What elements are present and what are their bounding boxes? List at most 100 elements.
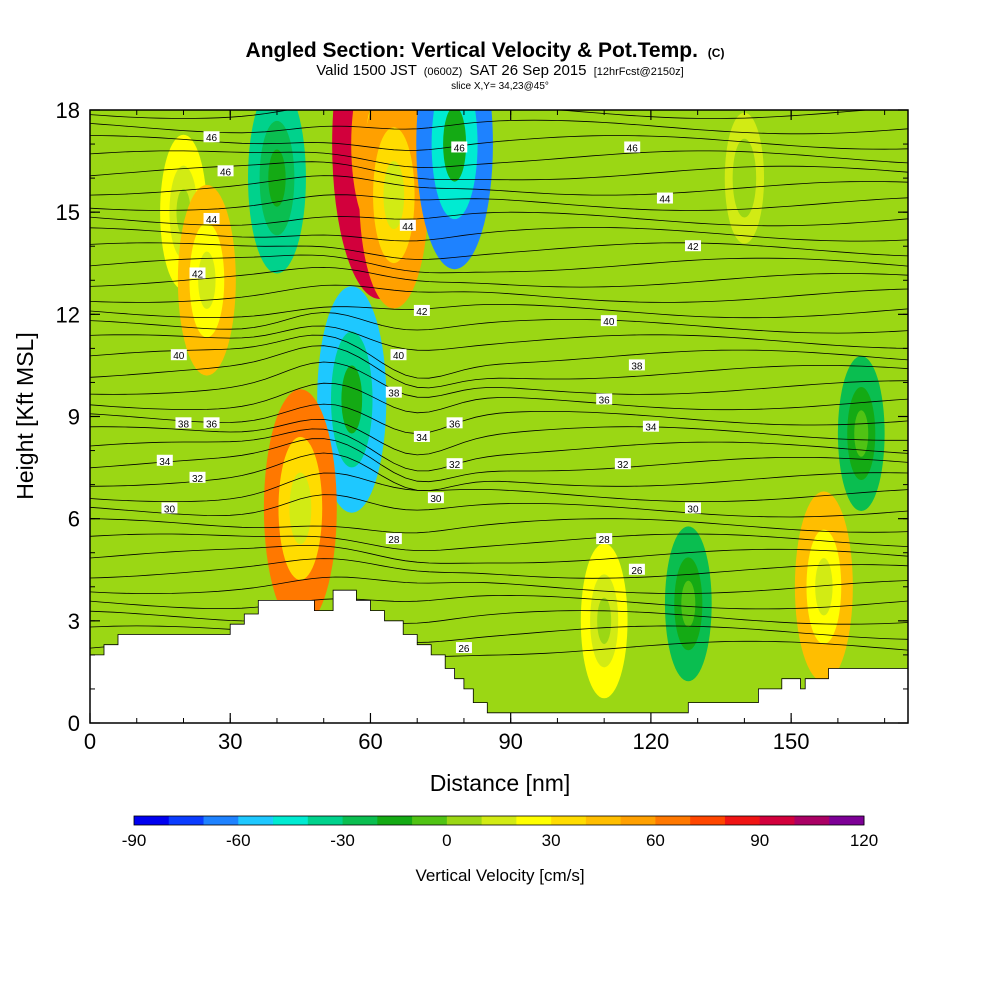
contour-label-text: 38	[178, 419, 190, 430]
x-tick-label: 90	[498, 729, 522, 754]
contour-label-text: 34	[416, 433, 428, 444]
contour-label-text: 38	[388, 389, 400, 400]
contour-label: 32	[189, 471, 206, 485]
colorbar-tick-label: 30	[542, 831, 561, 850]
contour-label: 32	[446, 458, 463, 471]
theta-contour	[90, 194, 908, 211]
theta-contour	[90, 533, 908, 551]
velocity-cell	[597, 597, 612, 645]
colorbar-swatch	[168, 816, 205, 825]
velocity-cell	[854, 410, 869, 457]
contour-label-text: 42	[192, 269, 204, 280]
colorbar-swatch	[377, 816, 413, 825]
y-tick-label: 15	[56, 200, 80, 225]
velocity-cell	[289, 472, 312, 545]
colorbar-swatch	[412, 816, 448, 825]
contour-label: 32	[614, 458, 631, 471]
contour-label: 44	[656, 192, 673, 206]
theta-contour	[90, 334, 908, 379]
colorbar-swatch	[794, 816, 830, 825]
theta-contour	[90, 325, 908, 351]
contour-label: 46	[217, 165, 234, 178]
y-tick-label: 3	[68, 609, 80, 634]
colorbar: -90 -60 -30 0 30 60 90 120	[122, 815, 878, 850]
contour-label: 44	[203, 212, 220, 226]
contour-label: 44	[399, 219, 416, 233]
contour-label: 40	[390, 349, 407, 362]
theta-contour	[90, 211, 908, 227]
contour-label-text: 26	[458, 644, 470, 655]
velocity-cell	[738, 158, 751, 198]
contour-label: 30	[427, 492, 444, 505]
x-axis: 0 30 60 90 120 150	[84, 110, 886, 754]
contour-label-text: 34	[645, 423, 657, 434]
contour-label: 36	[446, 417, 463, 430]
theta-contour	[90, 266, 908, 288]
slice-info: slice X,Y= 34,23@45°	[451, 81, 549, 92]
velocity-cell	[383, 161, 405, 230]
theta-contour	[90, 227, 908, 242]
contour-label: 40	[170, 349, 187, 362]
colorbar-tick-label: 60	[646, 831, 665, 850]
contour-label-text: 40	[173, 351, 185, 362]
colorbar-swatch	[481, 816, 517, 825]
potential-temperature-contours	[90, 110, 908, 657]
chart-subtitle: Valid 1500 JST (0600Z) SAT 26 Sep 2015 […	[316, 62, 683, 79]
y-tick-label: 0	[68, 711, 80, 736]
theta-contour	[90, 345, 908, 389]
contour-label-text: 32	[617, 460, 629, 471]
colorbar-swatch	[134, 816, 170, 825]
contour-label-text: 46	[627, 143, 639, 154]
colorbar-swatch	[342, 816, 378, 825]
chart-title-block: Angled Section: Vertical Velocity & Pot.…	[246, 39, 725, 92]
contour-label-text: 36	[206, 419, 218, 430]
theta-contour	[90, 594, 908, 610]
terrain-profile	[90, 589, 908, 723]
contour-label-text: 44	[659, 195, 671, 206]
theta-contour	[90, 438, 908, 483]
colorbar-label: Vertical Velocity [cm/s]	[415, 866, 584, 885]
theta-contour	[90, 403, 908, 435]
theta-contour	[90, 382, 908, 414]
contour-label: 46	[624, 141, 641, 154]
theta-contour	[90, 361, 908, 398]
contour-label: 42	[684, 240, 701, 253]
contour-label: 30	[684, 502, 701, 515]
contour-label-text: 44	[402, 222, 414, 233]
theta-contour	[90, 428, 908, 472]
theta-contour	[90, 452, 908, 492]
contour-label-text: 42	[687, 242, 699, 253]
contour-label: 34	[642, 420, 659, 434]
contour-label-text: 30	[687, 504, 699, 515]
theta-contour	[90, 254, 908, 274]
velocity-cell	[268, 149, 286, 207]
contour-label: 38	[385, 386, 402, 400]
contour-label: 28	[596, 533, 613, 546]
theta-contour	[90, 175, 908, 196]
colorbar-swatch	[585, 816, 622, 825]
x-tick-label: 60	[358, 729, 382, 754]
colorbar-tick-label: -60	[226, 831, 251, 850]
colorbar-swatch	[551, 816, 587, 825]
velocity-cell	[341, 365, 363, 434]
theta-contour	[90, 558, 908, 579]
contour-label: 38	[628, 359, 645, 372]
contour-label-text: 42	[416, 307, 428, 318]
contour-label: 36	[596, 393, 613, 406]
x-tick-label: 30	[218, 729, 242, 754]
contour-label-text: 36	[449, 419, 461, 430]
colorbar-swatch	[829, 816, 865, 825]
contour-label-text: 28	[599, 535, 611, 546]
contour-label-text: 40	[603, 317, 615, 328]
contour-label: 28	[385, 533, 402, 546]
contour-label-text: 46	[454, 143, 466, 154]
contour-label-text: 34	[159, 457, 171, 468]
theta-contour	[90, 418, 908, 456]
contour-label: 34	[156, 454, 173, 468]
contour-label: 40	[600, 315, 617, 328]
contour-label-text: 38	[631, 361, 643, 372]
colorbar-tick-label: 0	[442, 831, 451, 850]
theta-contour	[90, 303, 908, 319]
